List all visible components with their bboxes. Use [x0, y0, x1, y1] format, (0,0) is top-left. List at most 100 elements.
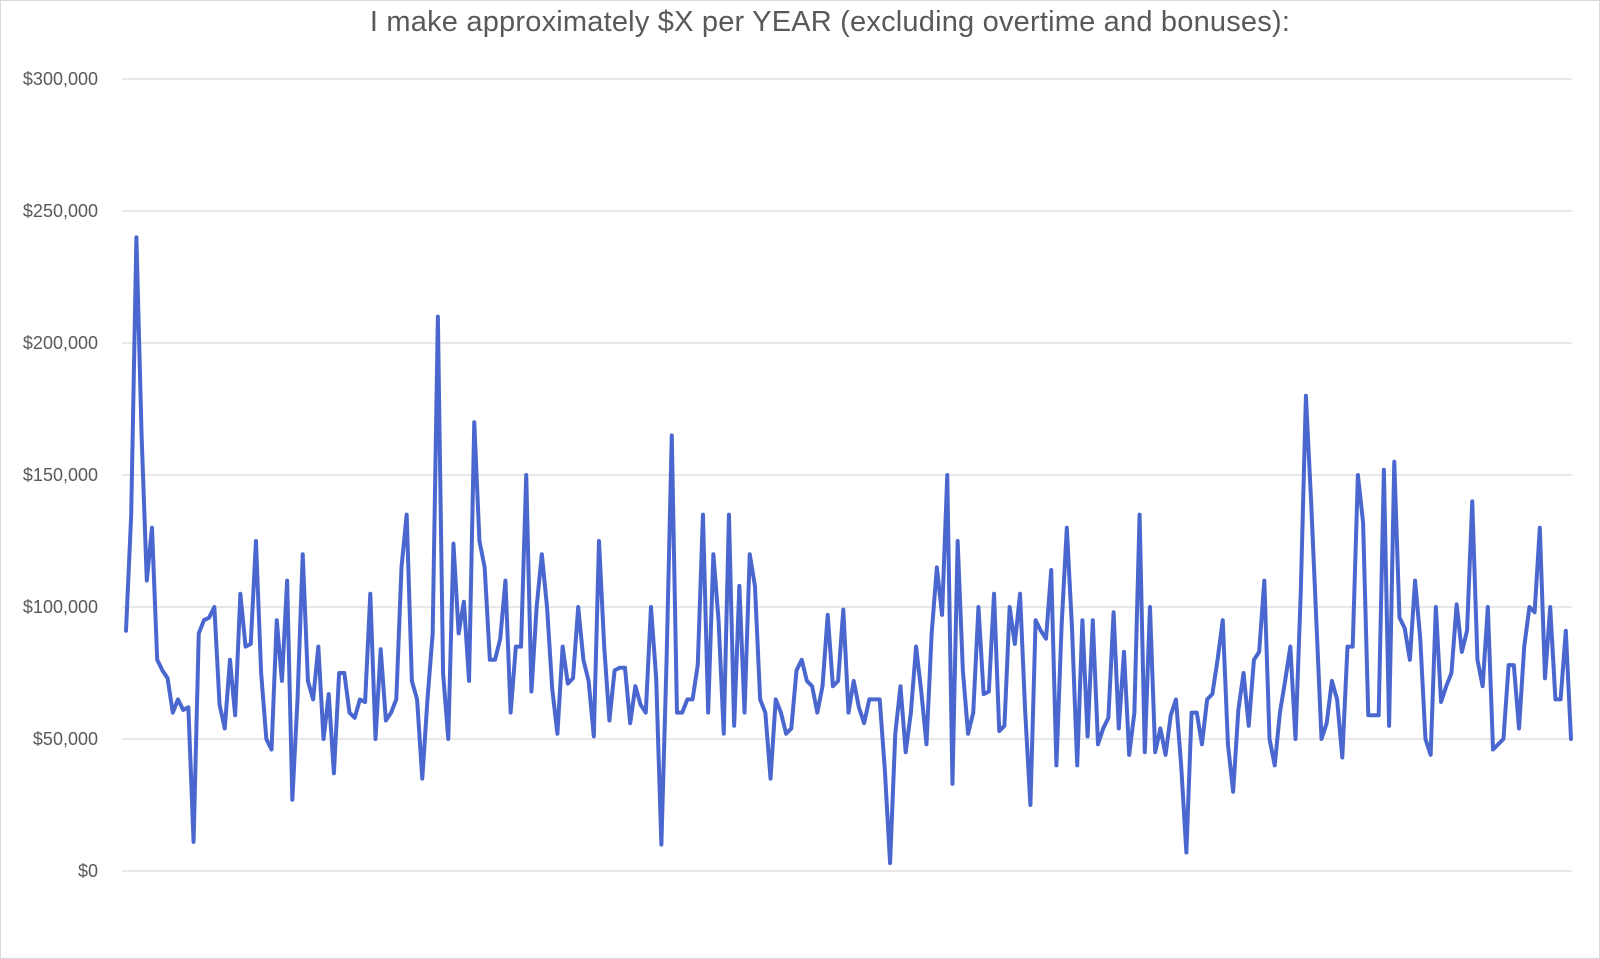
data-point — [405, 513, 409, 517]
data-point — [1226, 742, 1230, 746]
data-point — [732, 724, 736, 728]
data-point — [592, 734, 596, 738]
data-point — [254, 539, 258, 543]
data-point — [1028, 803, 1032, 807]
data-point — [945, 473, 949, 477]
data-point — [1345, 645, 1349, 649]
data-point — [898, 684, 902, 688]
data-point — [399, 565, 403, 569]
data-point — [847, 711, 851, 715]
data-point — [784, 732, 788, 736]
data-point — [1148, 605, 1152, 609]
data-point — [748, 552, 752, 556]
data-point — [1377, 713, 1381, 717]
data-point — [821, 684, 825, 688]
data-point — [1044, 637, 1048, 641]
data-point — [893, 732, 897, 736]
data-point — [758, 697, 762, 701]
data-point — [857, 705, 861, 709]
data-point — [789, 726, 793, 730]
data-point — [374, 737, 378, 741]
data-point — [1252, 658, 1256, 662]
data-point — [212, 605, 216, 609]
data-point — [992, 592, 996, 596]
data-point — [1382, 468, 1386, 472]
data-point — [800, 658, 804, 662]
data-point — [379, 647, 383, 651]
data-point — [1496, 742, 1500, 746]
series-layer — [124, 235, 1573, 866]
data-point — [571, 676, 575, 680]
data-point — [540, 552, 544, 556]
gridlines — [122, 78, 1572, 872]
data-point — [166, 676, 170, 680]
data-point — [1195, 711, 1199, 715]
data-point — [322, 737, 326, 741]
data-point — [1465, 629, 1469, 633]
data-point — [389, 711, 393, 715]
y-tick-label: $300,000 — [23, 69, 98, 89]
data-point — [316, 645, 320, 649]
data-point — [779, 711, 783, 715]
data-point — [904, 750, 908, 754]
data-point — [1470, 499, 1474, 503]
data-point — [327, 692, 331, 696]
data-point — [1117, 726, 1121, 730]
data-point — [436, 315, 440, 319]
data-point — [1023, 711, 1027, 715]
data-point — [872, 697, 876, 701]
y-tick-label: $200,000 — [23, 333, 98, 353]
data-point — [202, 618, 206, 622]
data-point — [1569, 737, 1573, 741]
data-point — [140, 433, 144, 437]
data-point — [649, 605, 653, 609]
data-point — [1304, 394, 1308, 398]
data-point — [639, 703, 643, 707]
data-point — [1533, 610, 1537, 614]
data-point — [348, 711, 352, 715]
data-point — [1491, 748, 1495, 752]
data-point — [737, 584, 741, 588]
chart-title: I make approximately $X per YEAR (exclud… — [369, 6, 1291, 38]
data-point — [1242, 671, 1246, 675]
data-point — [1091, 618, 1095, 622]
data-point — [727, 513, 731, 517]
data-point — [581, 658, 585, 662]
data-point — [1475, 658, 1479, 662]
data-point — [654, 676, 658, 680]
data-point — [483, 565, 487, 569]
y-tick-label: $50,000 — [33, 729, 98, 749]
data-point — [1247, 724, 1251, 728]
data-point — [607, 719, 611, 723]
data-point — [976, 605, 980, 609]
data-point — [1299, 592, 1303, 596]
data-point — [1179, 763, 1183, 767]
data-point — [810, 684, 814, 688]
data-point — [950, 782, 954, 786]
data-point — [966, 732, 970, 736]
data-point — [1434, 605, 1438, 609]
data-point — [633, 684, 637, 688]
data-point — [831, 684, 835, 688]
data-point — [160, 668, 164, 672]
data-point — [1340, 755, 1344, 759]
data-point — [1507, 663, 1511, 667]
data-point — [311, 697, 315, 701]
data-point — [924, 742, 928, 746]
data-point — [795, 668, 799, 672]
y-axis-tick-labels: $0 $50,000 $100,000 $150,000 $200,000 $250,00… — [23, 69, 98, 881]
data-point — [1481, 684, 1485, 688]
data-point — [509, 711, 513, 715]
data-point — [717, 618, 721, 622]
data-point — [1200, 742, 1204, 746]
data-point — [1273, 763, 1277, 767]
data-point — [244, 645, 248, 649]
data-point — [701, 513, 705, 517]
data-point — [275, 618, 279, 622]
data-point — [1210, 692, 1214, 696]
data-point — [841, 608, 845, 612]
data-point — [425, 697, 429, 701]
data-point — [555, 732, 559, 736]
data-point — [644, 711, 648, 715]
data-point — [659, 843, 663, 847]
